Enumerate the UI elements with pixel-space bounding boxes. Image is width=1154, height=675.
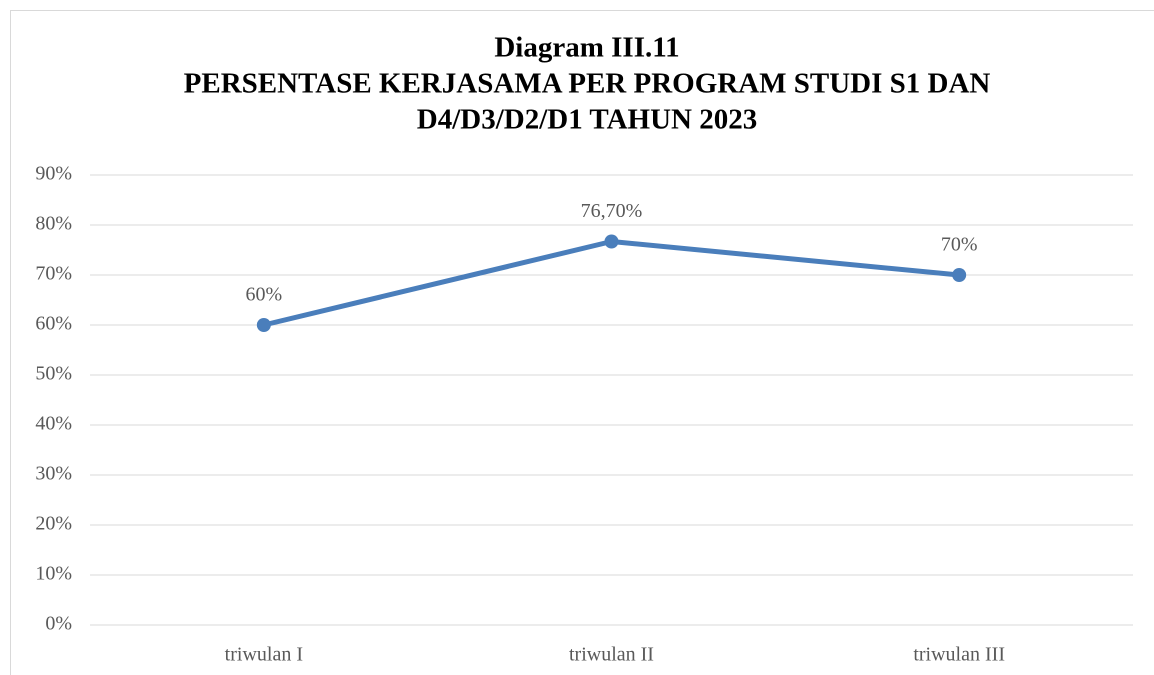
x-tick-label: triwulan I xyxy=(225,644,303,666)
y-tick-label: 10% xyxy=(35,563,72,585)
data-point xyxy=(952,268,967,282)
data-line xyxy=(263,239,960,328)
x-tick-label: triwulan II xyxy=(569,644,654,666)
y-tick-label: 20% xyxy=(35,513,72,535)
y-tick-label: 40% xyxy=(35,413,72,435)
y-tick-label: 80% xyxy=(35,213,72,235)
y-tick-label: 70% xyxy=(35,263,72,285)
data-label: 76,70% xyxy=(581,200,643,222)
y-tick-label: 30% xyxy=(35,463,72,485)
data-point xyxy=(256,318,271,332)
data-label: 60% xyxy=(245,284,282,306)
chart-frame xyxy=(10,10,1154,675)
data-point xyxy=(604,234,619,249)
y-tick-label: 60% xyxy=(35,313,72,335)
chart-title: Diagram III.11 xyxy=(494,32,679,64)
chart-title: PERSENTASE KERJASAMA PER PROGRAM STUDI S… xyxy=(184,68,991,100)
x-tick-label: triwulan III xyxy=(913,644,1005,666)
data-label: 70% xyxy=(941,234,978,256)
y-tick-label: 90% xyxy=(35,163,72,185)
y-tick-label: 0% xyxy=(45,613,72,635)
chart-title: D4/D3/D2/D1 TAHUN 2023 xyxy=(417,104,758,136)
y-tick-label: 50% xyxy=(35,363,72,385)
